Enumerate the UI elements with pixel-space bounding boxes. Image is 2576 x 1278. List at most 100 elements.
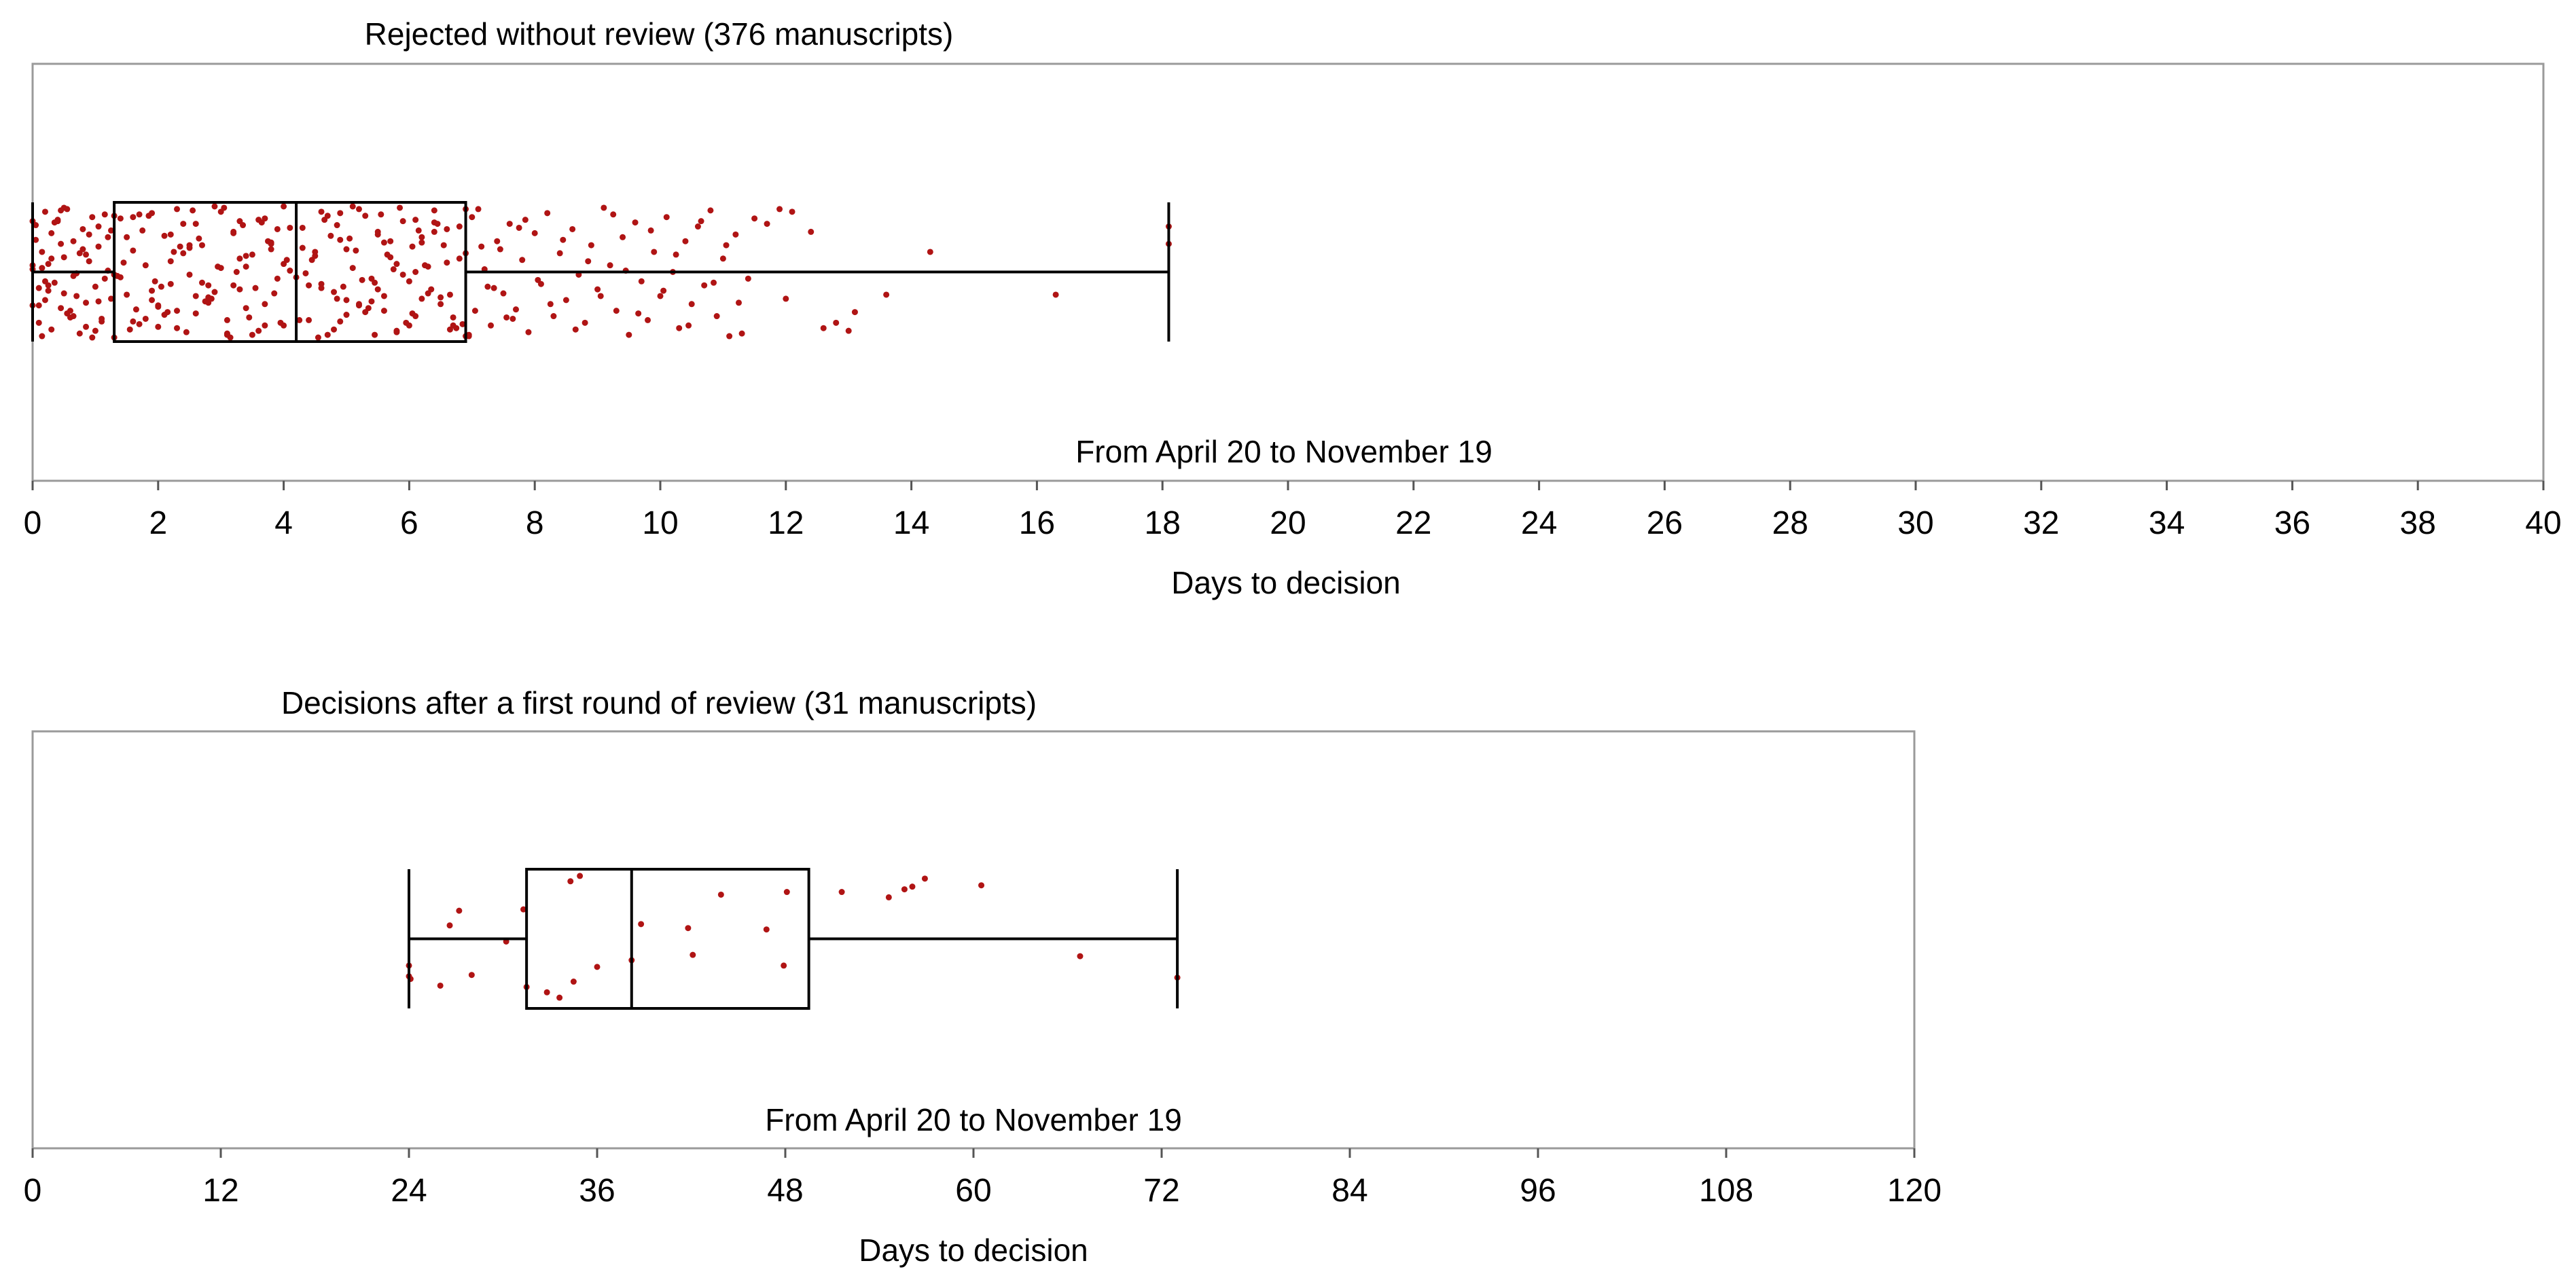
chart-2-data-point — [838, 889, 845, 896]
chart-1-data-point — [287, 268, 293, 274]
chart-1-data-point — [321, 217, 328, 223]
chart-1-data-point — [277, 319, 284, 326]
chart-1-data-point — [246, 314, 253, 321]
chart-2-title: Decisions after a first round of review … — [281, 685, 1037, 720]
chart-1-data-point — [607, 262, 613, 269]
chart-2-data-point — [781, 962, 787, 969]
chart-1-data-point — [415, 227, 422, 234]
chart-1-data-point — [205, 299, 212, 306]
chart-1-data-point — [120, 259, 127, 266]
chart-2-data-point — [885, 894, 892, 900]
chart-1-data-point — [83, 251, 90, 258]
chart-1-data-point — [174, 308, 181, 314]
chart-1-data-point — [186, 271, 193, 278]
chart-1-data-point — [183, 329, 190, 335]
chart-2-boxplot — [408, 868, 1179, 1010]
chart-1-data-point — [174, 325, 181, 331]
chart-1-data-point — [353, 247, 359, 254]
chart-1-data-point — [446, 291, 453, 298]
chart-1-data-point — [124, 234, 130, 240]
chart-1-data-point — [594, 286, 601, 293]
chart-2-x-tick-label: 60 — [955, 1173, 991, 1209]
chart-1-data-point — [582, 319, 588, 326]
chart-1-data-point — [249, 251, 255, 258]
chart-1-data-point — [243, 305, 249, 312]
chart-1-data-point — [494, 238, 501, 244]
chart-1-data-point — [638, 278, 645, 285]
chart-1-x-tick-label: 2 — [149, 505, 167, 541]
chart-1-title: Rejected without review (376 manuscripts… — [365, 16, 954, 52]
chart-1-x-tick-label: 30 — [1897, 505, 1933, 541]
chart-1-data-point — [719, 255, 726, 262]
chart-1-data-point — [86, 258, 92, 265]
chart-1-data-point — [635, 310, 642, 317]
chart-1-data-point — [390, 266, 397, 273]
chart-1-x-tick-label: 24 — [1521, 505, 1557, 541]
chart-1-data-point — [343, 246, 350, 253]
chart-1-data-point — [418, 295, 425, 302]
chart-1-data-point — [132, 306, 139, 313]
chart-1-data-point — [180, 250, 187, 257]
chart-1-data-point — [365, 305, 372, 312]
chart-1-data-point — [440, 242, 447, 249]
chart-1-data-point — [324, 331, 331, 338]
chart-1-data-point — [522, 217, 529, 223]
chart-2-data-point — [763, 926, 770, 933]
chart-1-data-point — [236, 286, 243, 293]
chart-1-data-point — [657, 293, 664, 299]
chart-1-data-point — [45, 282, 52, 289]
chart-1-data-point — [588, 242, 594, 249]
chart-1-data-point — [738, 330, 745, 337]
chart-1-data-point — [89, 334, 96, 341]
chart-1-data-point — [444, 259, 450, 266]
chart-1-x-tick-label: 34 — [2149, 505, 2185, 541]
chart-1-data-point — [281, 203, 287, 210]
chart-1-data-point — [512, 306, 519, 313]
chart-1-data-point — [58, 305, 65, 312]
chart-1-data-point — [927, 249, 933, 255]
chart-1-data-point — [215, 263, 221, 270]
chart-1-data-point — [469, 214, 476, 221]
chart-1-data-point — [45, 261, 52, 268]
chart-1-data-point — [1052, 291, 1059, 298]
chart-1-data-point — [409, 243, 416, 250]
chart-1-data-point — [519, 257, 526, 263]
chart-1-data-point — [262, 215, 268, 222]
chart-1-data-point — [550, 313, 557, 320]
chart-rejected-without-review: Rejected without review (376 manuscripts… — [24, 16, 2562, 600]
chart-1-data-point — [76, 330, 83, 337]
chart-1-data-point — [500, 290, 507, 297]
chart-1-data-point — [626, 331, 632, 338]
chart-2-data-point — [909, 883, 916, 890]
chart-1-data-point — [79, 246, 86, 253]
chart-1-data-point — [525, 329, 532, 335]
chart-2-data-point — [446, 922, 453, 929]
chart-1-data-point — [60, 254, 67, 261]
chart-1-data-point — [255, 327, 262, 334]
chart-1-data-point — [450, 314, 457, 321]
chart-1-x-tick-label: 14 — [893, 505, 929, 541]
chart-1-data-point — [453, 325, 460, 331]
chart-1-x-tick-label: 38 — [2400, 505, 2436, 541]
chart-1-data-point — [393, 327, 400, 334]
chart-1-data-point — [101, 275, 108, 282]
chart-2-x-tick-label: 96 — [1520, 1173, 1556, 1209]
chart-1-data-point — [149, 297, 156, 304]
chart-1-data-point — [315, 334, 321, 341]
chart-1-data-point — [268, 240, 274, 247]
chart-1-data-point — [198, 279, 205, 286]
chart-1-data-point — [262, 322, 268, 329]
chart-1-data-point — [171, 249, 177, 255]
chart-2-data-point — [783, 889, 790, 896]
chart-1-data-point — [302, 270, 309, 276]
chart-2-data-point — [690, 951, 696, 958]
chart-1-boxplot — [31, 201, 1170, 343]
chart-1-data-point — [92, 327, 99, 334]
chart-1-data-point — [851, 309, 858, 316]
chart-1-data-point — [475, 206, 482, 213]
chart-2-data-point — [717, 891, 724, 898]
chart-1-x-tick-label: 22 — [1395, 505, 1431, 541]
chart-1-data-point — [845, 327, 852, 334]
chart-1-data-point — [613, 308, 620, 314]
chart-1-data-point — [428, 286, 435, 293]
